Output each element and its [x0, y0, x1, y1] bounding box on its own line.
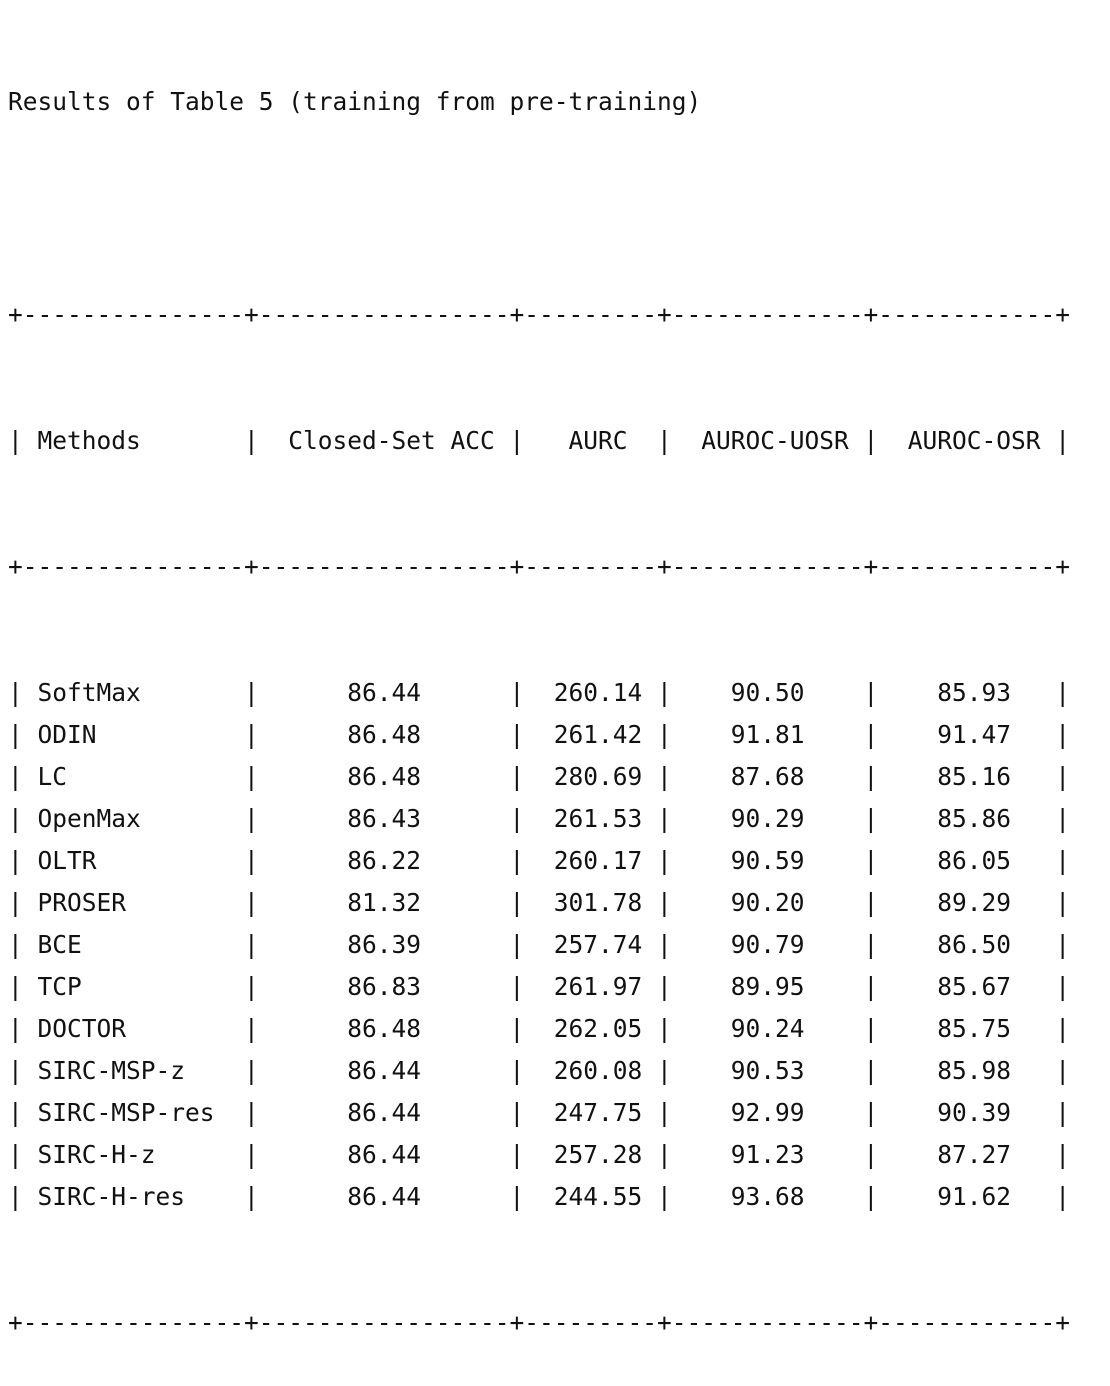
blank-line — [8, 204, 1070, 210]
table-title: Results of Table 5 (training from pre-tr… — [8, 87, 702, 116]
table-row: | OLTR | 86.22 | 260.17 | 90.59 | 86.05 … — [8, 846, 1071, 875]
table-border-bottom: +---------------+-----------------+-----… — [8, 1308, 1071, 1337]
table-row: | DOCTOR | 86.48 | 262.05 | 90.24 | 85.7… — [8, 1014, 1071, 1043]
table-border-header: +---------------+-----------------+-----… — [8, 552, 1071, 581]
terminal-output: Results of Table 5 (training from pre-tr… — [8, 0, 1070, 1386]
table-row: | SIRC-H-z | 86.44 | 257.28 | 91.23 | 87… — [8, 1140, 1071, 1169]
table-row: | SIRC-MSP-res | 86.44 | 247.75 | 92.99 … — [8, 1098, 1071, 1127]
table-row: | SIRC-MSP-z | 86.44 | 260.08 | 90.53 | … — [8, 1056, 1071, 1085]
table-header-row: | Methods | Closed-Set ACC | AURC | AURO… — [8, 426, 1071, 455]
table-row: | TCP | 86.83 | 261.97 | 89.95 | 85.67 | — [8, 972, 1071, 1001]
table-row: | SIRC-H-res | 86.44 | 244.55 | 93.68 | … — [8, 1182, 1071, 1211]
table-row: | PROSER | 81.32 | 301.78 | 90.20 | 89.2… — [8, 888, 1071, 917]
table-row: | SoftMax | 86.44 | 260.14 | 90.50 | 85.… — [8, 678, 1071, 707]
table-row: | ODIN | 86.48 | 261.42 | 91.81 | 91.47 … — [8, 720, 1071, 749]
table-row: | BCE | 86.39 | 257.74 | 90.79 | 86.50 | — [8, 930, 1071, 959]
table-border-top: +---------------+-----------------+-----… — [8, 300, 1071, 329]
table-row: | LC | 86.48 | 280.69 | 87.68 | 85.16 | — [8, 762, 1071, 791]
table-body: | SoftMax | 86.44 | 260.14 | 90.50 | 85.… — [8, 672, 1070, 1218]
table-row: | OpenMax | 86.43 | 261.53 | 90.29 | 85.… — [8, 804, 1071, 833]
